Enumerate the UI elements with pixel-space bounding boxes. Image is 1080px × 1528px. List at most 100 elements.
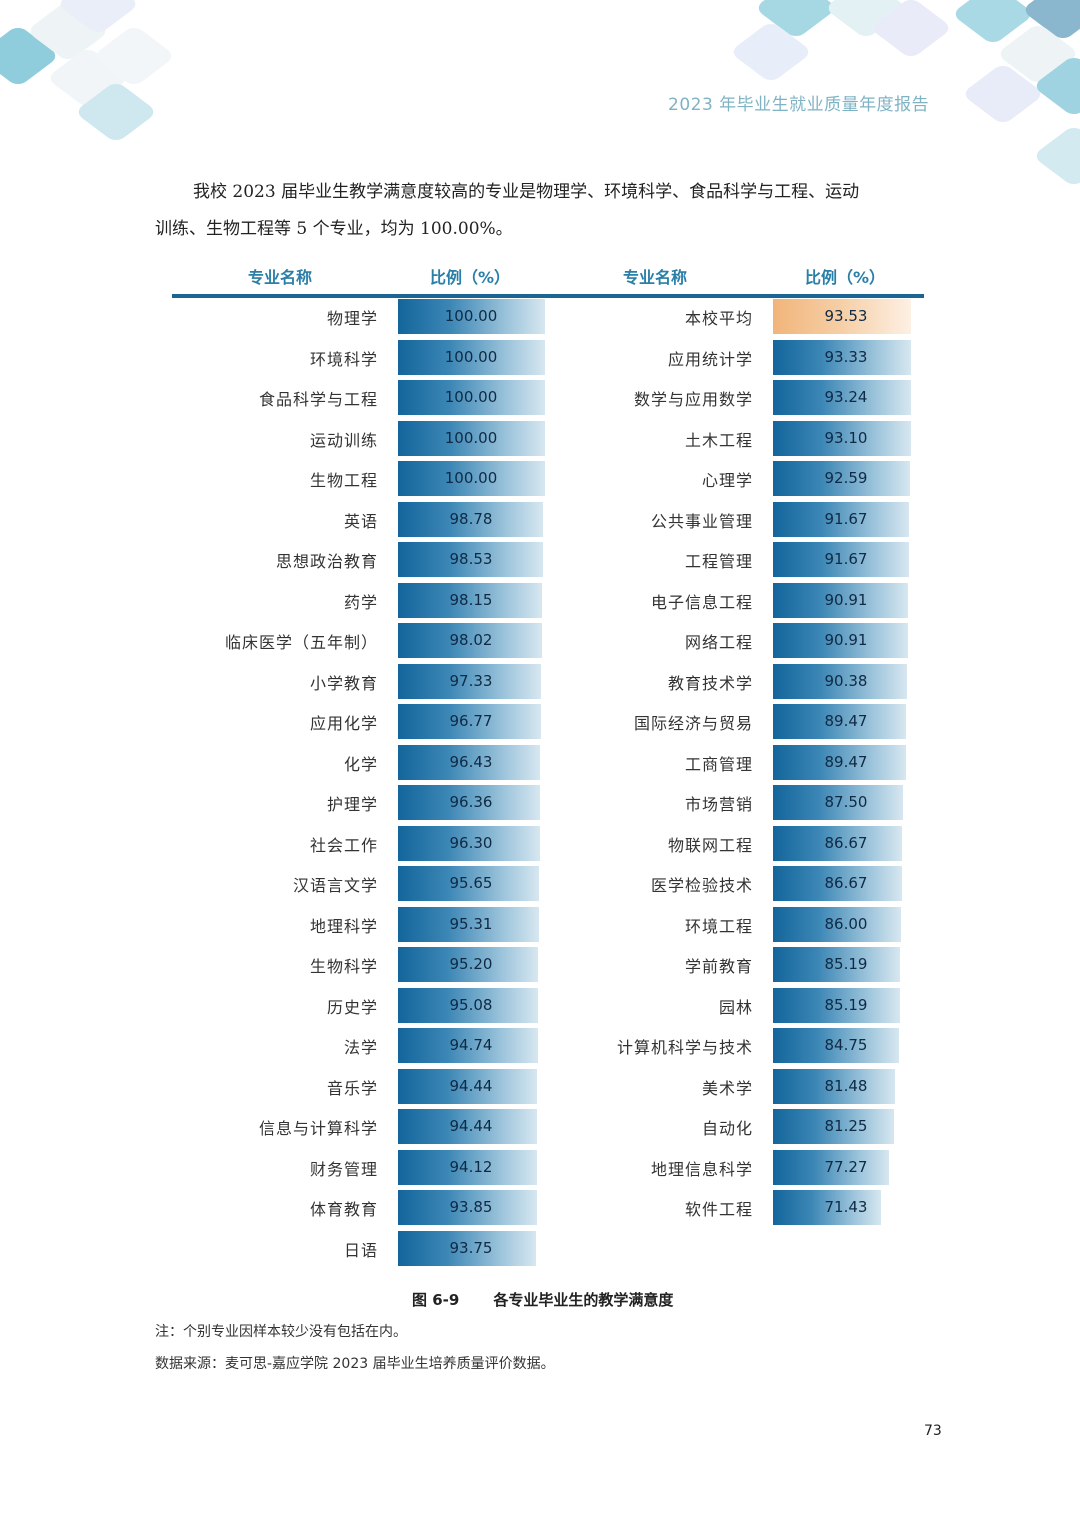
bar-row: 公共事业管理 91.67 — [0, 501, 940, 543]
bar-row: 软件工程 71.43 — [0, 1190, 940, 1231]
right-bar-column: 本校平均 93.53 应用统计学 93.33 数学与应用数学 93.24 土木工程 93.10… — [0, 299, 940, 1231]
bar-row: 生物科学 95.20 — [0, 947, 560, 988]
bar-row: 地理科学 95.31 — [0, 906, 560, 948]
bar-value: 86.67 — [824, 833, 868, 852]
bar-row: 应用统计学 93.33 — [0, 339, 940, 381]
footnote: 注：个别专业因样本较少没有包括在内。 — [155, 1324, 407, 1340]
satisfaction-bar — [398, 339, 545, 375]
bar-value: 98.53 — [449, 550, 493, 568]
bar-value: 85.19 — [824, 955, 868, 973]
satisfaction-bar — [773, 744, 906, 780]
paragraph-line-2: 训练、生物工程等 5 个专业，均为 100.00%。 — [155, 219, 513, 239]
major-label: 财务管理 — [309, 1159, 378, 1179]
bar-row: 食品科学与工程 100.00 — [0, 380, 560, 421]
bar-value: 94.12 — [449, 1157, 493, 1176]
bar-value: 92.59 — [824, 469, 868, 487]
major-label: 物理学 — [326, 309, 378, 328]
bar-value: 81.25 — [824, 1117, 868, 1135]
bar-value: 95.31 — [449, 914, 493, 933]
header-rule — [172, 294, 924, 298]
bar-row: 思想政治教育 98.53 — [0, 542, 560, 583]
satisfaction-bar — [398, 582, 543, 618]
satisfaction-bar — [773, 704, 906, 739]
major-label: 教育技术学 — [667, 673, 753, 693]
satisfaction-bar — [398, 1068, 538, 1104]
satisfaction-bar — [398, 947, 539, 982]
bar-row: 财务管理 94.12 — [0, 1149, 560, 1191]
major-label: 法学 — [343, 1038, 378, 1057]
satisfaction-bar — [773, 380, 911, 415]
major-label: 土木工程 — [684, 430, 753, 450]
major-label: 社会工作 — [309, 835, 378, 855]
bar-value: 95.08 — [449, 995, 493, 1014]
bar-row: 英语 98.78 — [0, 501, 560, 543]
satisfaction-bar — [398, 987, 539, 1023]
satisfaction-bar — [398, 825, 540, 861]
bar-row: 汉语言文学 95.65 — [0, 866, 560, 907]
major-label: 地理信息科学 — [650, 1159, 753, 1179]
bar-row: 社会工作 96.30 — [0, 825, 560, 867]
bar-row: 环境工程 86.00 — [0, 906, 940, 948]
header-right-major: 专业名称 — [623, 268, 688, 287]
satisfaction-bar — [773, 947, 900, 982]
bar-row: 生物工程 100.00 — [0, 461, 560, 502]
satisfaction-bar — [773, 825, 902, 861]
bar-value: 98.02 — [449, 631, 493, 649]
satisfaction-bar — [773, 663, 907, 699]
bar-value: 96.30 — [449, 833, 493, 852]
bar-value: 97.33 — [449, 671, 493, 690]
bar-value: 86.00 — [824, 914, 868, 933]
bar-row: 环境科学 100.00 — [0, 339, 560, 381]
bar-value: 89.47 — [824, 752, 868, 771]
bar-row: 物联网工程 86.67 — [0, 825, 940, 867]
major-label: 运动训练 — [309, 430, 378, 450]
bar-row: 小学教育 97.33 — [0, 663, 560, 705]
major-label: 化学 — [343, 754, 378, 774]
satisfaction-bar — [773, 987, 900, 1023]
satisfaction-bar — [398, 704, 541, 739]
bar-row: 美术学 81.48 — [0, 1068, 940, 1110]
bar-value: 90.91 — [824, 631, 868, 649]
diamond-icon — [1032, 124, 1080, 188]
bar-value: 96.36 — [449, 793, 493, 811]
major-label: 小学教育 — [309, 673, 378, 693]
left-bar-column: 物理学 100.00 环境科学 100.00 食品科学与工程 100.00 运动训练 100.… — [0, 299, 560, 1271]
bar-value: 91.67 — [824, 550, 868, 568]
major-label: 英语 — [343, 511, 378, 531]
bar-row: 本校平均 93.53 — [0, 299, 940, 340]
bar-row: 工商管理 89.47 — [0, 744, 940, 786]
satisfaction-bar — [398, 623, 543, 658]
bar-value: 100.00 — [444, 469, 498, 487]
bar-row: 体育教育 93.85 — [0, 1190, 560, 1231]
major-label: 环境工程 — [684, 916, 753, 936]
major-label: 汉语言文学 — [292, 876, 378, 895]
major-label: 市场营销 — [684, 795, 753, 814]
satisfaction-bar — [398, 299, 545, 334]
major-label: 信息与计算科学 — [258, 1119, 378, 1138]
satisfaction-bar — [773, 623, 908, 658]
bar-row: 网络工程 90.91 — [0, 623, 940, 664]
major-label: 软件工程 — [684, 1200, 753, 1219]
satisfaction-bar — [773, 785, 903, 820]
major-label: 工程管理 — [684, 552, 753, 571]
bar-row: 物理学 100.00 — [0, 299, 560, 340]
satisfaction-bar — [398, 380, 545, 415]
bar-value: 93.33 — [824, 347, 868, 366]
major-label: 学前教育 — [684, 957, 753, 976]
bar-value: 71.43 — [824, 1198, 868, 1216]
bar-value: 94.74 — [449, 1036, 493, 1054]
bar-value: 98.15 — [449, 590, 493, 609]
data-source: 数据来源：麦可思-嘉应学院 2023 届毕业生培养质量评价数据。 — [155, 1356, 555, 1372]
bar-value: 95.65 — [449, 874, 493, 892]
bar-row: 工程管理 91.67 — [0, 542, 940, 583]
bar-row: 土木工程 93.10 — [0, 420, 940, 462]
header-left-major: 专业名称 — [248, 268, 313, 287]
major-label: 医学检验技术 — [650, 876, 753, 895]
satisfaction-bar — [773, 1028, 900, 1063]
major-label: 药学 — [343, 592, 378, 612]
bar-value: 100.00 — [444, 388, 498, 406]
satisfaction-bar — [398, 785, 541, 820]
figure-title: 各专业毕业生的教学满意度 — [493, 1291, 674, 1309]
bar-value: 85.19 — [824, 995, 868, 1014]
major-label: 心理学 — [701, 471, 753, 490]
